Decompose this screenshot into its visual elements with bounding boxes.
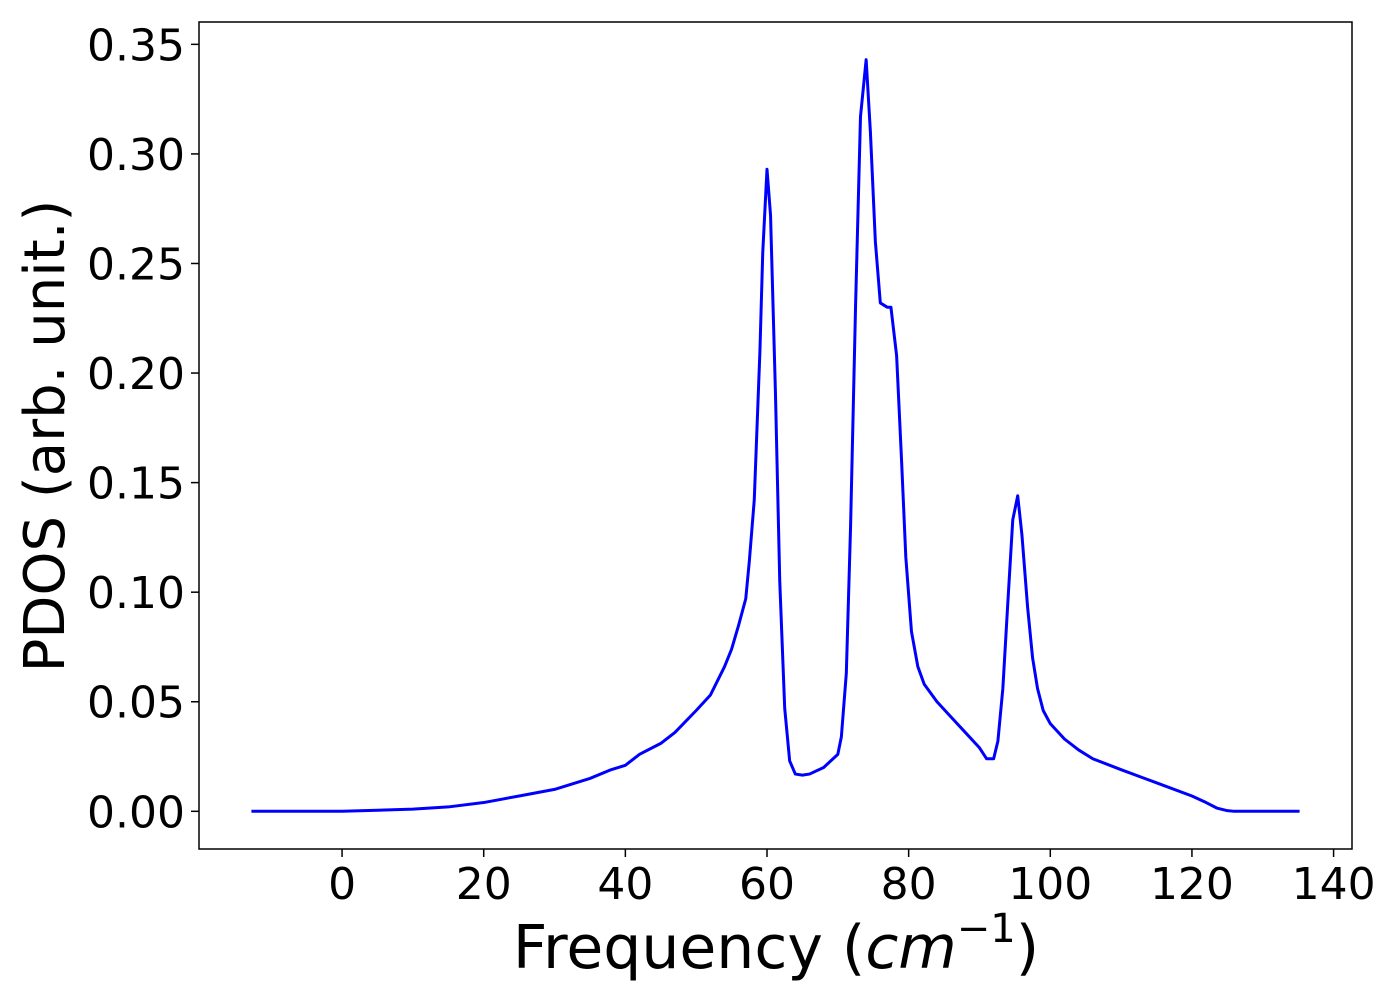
x-label-text: Frequency (: [513, 913, 865, 983]
x-label-close: ): [1016, 913, 1039, 983]
x-tick-label: 120: [1150, 859, 1234, 910]
y-axis-label: PDOS (arb. unit.): [13, 200, 78, 673]
x-tick-label: 40: [597, 859, 653, 910]
y-tick-label: 0.00: [87, 787, 185, 838]
y-tick-label: 0.05: [87, 678, 185, 729]
x-tick-label: 20: [456, 859, 512, 910]
x-axis-label: Frequency (cm−1): [513, 906, 1039, 983]
y-tick-label: 0.20: [87, 349, 185, 400]
y-tick-label: 0.10: [87, 568, 185, 619]
data-line: [251, 58, 1300, 813]
y-tick-label: 0.15: [87, 459, 185, 510]
x-tick-label: 80: [881, 859, 937, 910]
plot-frame: [198, 21, 1353, 850]
y-tick-label: 0.30: [87, 130, 185, 181]
y-tick-label: 0.35: [87, 20, 185, 71]
x-tick-label: 0: [328, 859, 356, 910]
x-label-unit: cm: [865, 913, 956, 983]
y-tick-label: 0.25: [87, 239, 185, 290]
x-tick-label: 100: [1008, 859, 1092, 910]
x-tick-label: 60: [739, 859, 795, 910]
x-label-exponent: −1: [957, 906, 1016, 952]
x-tick-label: 140: [1292, 859, 1376, 910]
